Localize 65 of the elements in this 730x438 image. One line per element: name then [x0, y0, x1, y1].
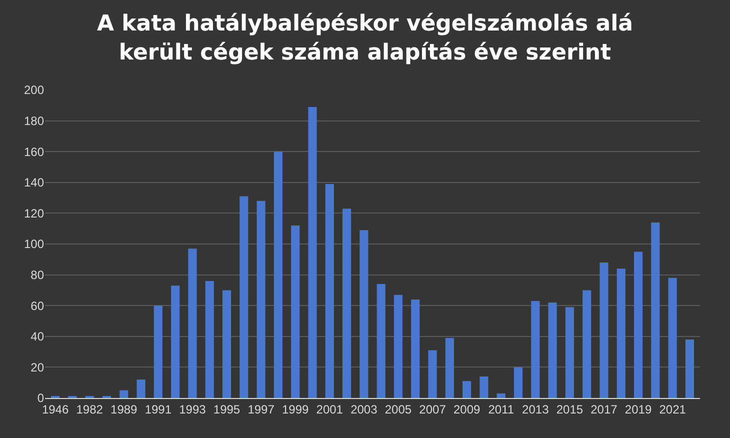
- x-tick-label: 2007: [419, 402, 446, 416]
- bar: [565, 307, 574, 398]
- x-tick-label: 2009: [453, 402, 480, 416]
- bar: [480, 376, 488, 398]
- y-tick-label: 60: [30, 298, 44, 313]
- bar: [376, 284, 386, 398]
- x-tick-label: 1991: [144, 402, 172, 416]
- y-tick-label: 40: [30, 330, 44, 344]
- bar: [462, 381, 472, 398]
- x-tick-label: 1995: [213, 402, 240, 416]
- bar: [445, 338, 454, 398]
- bar: [651, 222, 660, 398]
- x-tick-label: 2015: [556, 402, 584, 416]
- bar: [342, 208, 352, 398]
- bar: [136, 380, 146, 398]
- x-tick-label: 1993: [179, 402, 206, 416]
- y-tick-label: 120: [24, 206, 44, 220]
- bar: [188, 248, 197, 398]
- y-tick-label: 0: [37, 391, 44, 406]
- bar: [411, 299, 420, 398]
- bar: [634, 252, 643, 398]
- y-tick-label: 200: [24, 83, 44, 98]
- bar: [240, 196, 248, 398]
- bar: [205, 280, 214, 398]
- y-tick-label: 180: [24, 114, 44, 128]
- x-tick-label: 2011: [488, 402, 514, 416]
- bar: [222, 290, 232, 398]
- x-tick-label: 1997: [248, 402, 275, 416]
- bar: [600, 262, 608, 398]
- bar: [514, 367, 523, 398]
- bar: [256, 200, 266, 398]
- x-tick-label: 2001: [316, 402, 344, 416]
- bar: [291, 226, 300, 398]
- bar: [428, 350, 437, 398]
- bar: [325, 184, 334, 398]
- chart-title: A kata hatálybalépéskor végelszámolás alá került cégek száma alapítás éve szerint: [96, 12, 634, 66]
- y-tick-label: 20: [30, 360, 44, 374]
- bar: [360, 230, 368, 398]
- bar: [668, 278, 677, 398]
- y-tick-label: 80: [30, 268, 44, 282]
- x-tick-label: 2013: [522, 402, 550, 416]
- bar: [308, 106, 317, 398]
- bar: [548, 302, 557, 398]
- x-tick-label: 2017: [590, 402, 618, 416]
- x-tick-label: 2019: [624, 402, 652, 416]
- bar: [582, 290, 592, 398]
- x-tick-label: 2005: [384, 402, 412, 416]
- bar: [120, 390, 128, 398]
- bar: [616, 268, 626, 398]
- x-tick-label: 2021: [659, 402, 686, 416]
- bar: [394, 294, 403, 398]
- bar: [531, 300, 540, 398]
- x-tick-label: 1982: [76, 402, 104, 416]
- y-tick-label: 160: [24, 144, 44, 159]
- bar: [154, 306, 162, 398]
- x-tick-label: 1946: [42, 402, 69, 416]
- x-tick-label: 1989: [110, 402, 138, 416]
- bar: [685, 339, 694, 398]
- y-tick-label: 140: [24, 176, 44, 190]
- y-tick-label: 100: [24, 237, 44, 252]
- x-tick-label: 2003: [350, 402, 378, 416]
- bar: [496, 393, 506, 398]
- x-tick-label: 1999: [282, 402, 310, 416]
- bar: [171, 286, 180, 398]
- bar: [274, 152, 282, 398]
